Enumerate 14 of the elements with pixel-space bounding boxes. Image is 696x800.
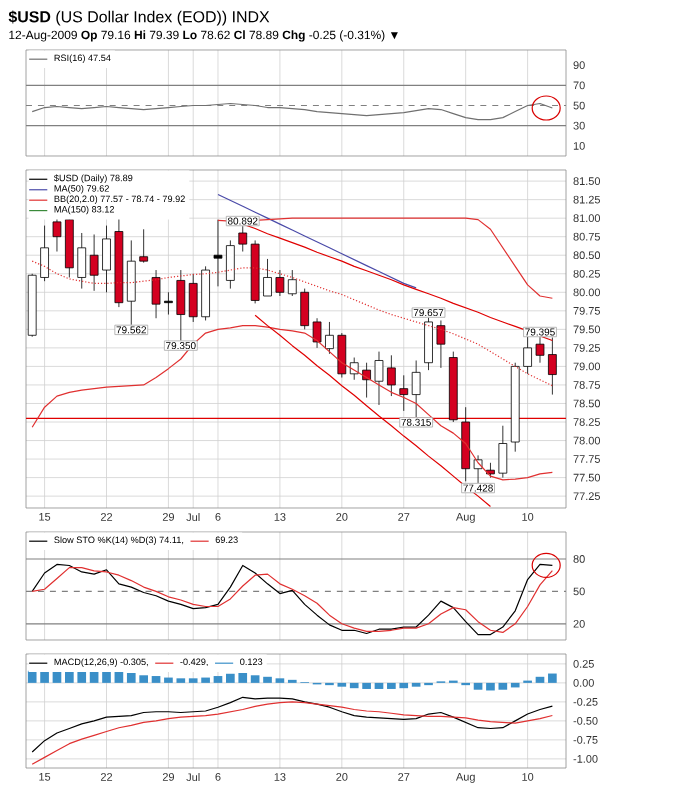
bar xyxy=(535,676,545,683)
bar xyxy=(473,682,483,690)
bar xyxy=(548,673,557,683)
bar xyxy=(498,682,508,690)
bar xyxy=(213,676,223,683)
bar xyxy=(486,682,495,691)
candlestick xyxy=(238,225,248,252)
bar xyxy=(250,675,260,683)
bar xyxy=(151,676,161,683)
bar xyxy=(374,682,384,689)
bar xyxy=(510,682,520,688)
bar xyxy=(263,676,272,683)
candlestick xyxy=(399,374,409,412)
bar xyxy=(102,670,111,683)
